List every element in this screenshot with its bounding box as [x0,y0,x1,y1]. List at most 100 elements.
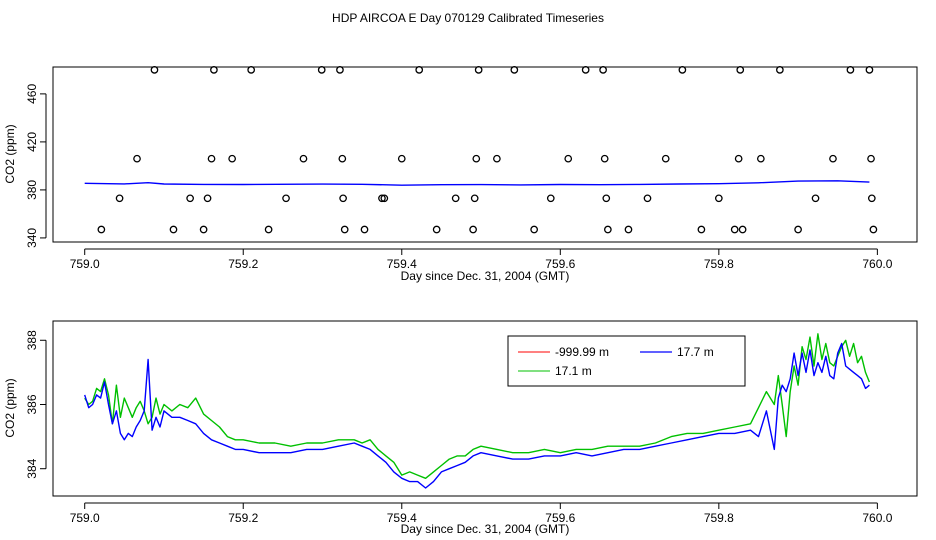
legend-label-3: 17.1 m [555,364,592,378]
top-data-point [581,66,590,74]
bottom-series-line-1 [84,333,871,479]
bottom-x-tick-label: 760.0 [862,511,892,525]
top-y-tick-label: 340 [25,228,39,248]
top-x-tick-label: 759.8 [704,257,734,271]
top-x-tick-label: 760.0 [862,257,892,271]
top-data-point [264,225,273,234]
chart-title: HDP AIRCOA E Day 070129 Calibrated Times… [332,11,604,25]
top-data-point [730,225,739,234]
top-data-point [602,194,611,203]
top-data-point [736,66,745,74]
bottom-y-tick-label: 388 [25,330,39,350]
top-y-tick-label: 380 [25,180,39,200]
top-data-point [339,194,347,203]
top-y-tick-label: 460 [25,84,39,104]
bottom-x-tick-label: 759.4 [387,511,417,525]
top-data-point [869,225,878,234]
top-data-point [360,225,369,234]
legend-box [507,335,746,387]
top-data-point [756,154,765,163]
top-data-point [865,66,874,74]
bottom-y-axis: 384 386 388 [25,330,47,479]
bottom-x-tick-label: 759.8 [704,511,734,525]
legend-label-2: 17.7 m [677,345,714,359]
top-data-point [794,225,802,234]
top-data-point [336,66,344,74]
top-data-point [604,225,612,234]
top-data-point [451,194,460,203]
top-data-point [867,154,875,163]
top-data-point [624,225,633,234]
top-data-point [97,225,106,234]
bottom-plot-frame [52,320,918,497]
top-data-point [207,154,216,163]
top-data-point [564,154,573,163]
top-plot-data [84,66,878,234]
top-data-point [469,225,477,234]
top-data-point [470,194,479,203]
top-data-point [282,194,290,203]
top-x-tick-label: 759.4 [387,257,417,271]
top-plot-frame [52,66,918,243]
top-data-point [643,194,652,203]
bottom-x-tick-label: 759.2 [228,511,258,525]
bottom-x-axis-label: Day since Dec. 31, 2004 (GMT) [401,522,570,536]
bottom-series-line-2 [84,342,870,489]
top-data-point [829,154,837,163]
bottom-y-tick-label: 384 [25,458,39,478]
top-data-point [210,66,218,74]
top-data-point [846,66,855,74]
top-data-point [133,154,141,163]
top-data-point [299,154,308,163]
top-data-point [380,194,389,203]
top-data-point [247,66,256,74]
top-y-axis: 340 380 420 460 [25,84,47,248]
bottom-x-axis: 759.0 759.2 759.4 759.6 759.8 760.0 [70,502,893,525]
top-data-point [661,154,670,163]
bottom-panel: 759.0 759.2 759.4 759.6 759.8 760.0 384 386 388… [3,320,918,536]
top-data-point [397,154,406,163]
top-x-tick-label: 759.0 [70,257,100,271]
top-data-point [169,225,178,234]
top-x-tick-label: 759.2 [228,257,258,271]
top-series-line-2 [84,180,870,186]
top-data-point [338,154,347,163]
top-data-point [867,194,876,203]
top-data-point [599,66,607,74]
top-data-point [415,66,424,74]
top-data-point [493,154,501,163]
top-data-point [340,225,349,234]
top-x-tick-label: 759.6 [545,257,575,271]
legend-label-1: -999.99 m [555,345,609,359]
top-data-point [228,154,236,163]
top-data-point [186,194,194,203]
top-data-point [811,194,820,203]
top-data-point [734,154,743,163]
bottom-y-tick-label: 386 [25,394,39,414]
top-data-point [203,194,212,203]
bottom-x-tick-label: 759.6 [545,511,575,525]
top-data-point [432,225,441,234]
top-panel: 759.0 759.2 759.4 759.6 759.8 760.0 340 380 420… [3,66,918,283]
top-y-axis-label: CO2 (ppm) [3,124,17,183]
top-data-point [600,154,609,163]
top-y-tick-label: 420 [25,132,39,152]
top-x-axis: 759.0 759.2 759.4 759.6 759.8 760.0 [70,248,893,271]
top-data-point [199,225,208,234]
top-data-point [530,225,538,234]
top-data-point [472,154,481,163]
top-data-point [378,194,386,203]
top-data-point [776,66,784,74]
bottom-plot-data [84,333,871,489]
top-data-point [474,66,483,74]
bottom-x-tick-label: 759.0 [70,511,100,525]
top-data-point [115,194,124,203]
top-data-point [546,194,555,203]
top-data-point [150,66,159,74]
bottom-y-axis-label: CO2 (ppm) [3,378,17,437]
top-data-point [738,225,747,234]
top-data-point [317,66,326,74]
top-data-point [697,225,706,234]
chart-legend: -999.99 m 17.7 m 17.1 m [507,335,746,387]
